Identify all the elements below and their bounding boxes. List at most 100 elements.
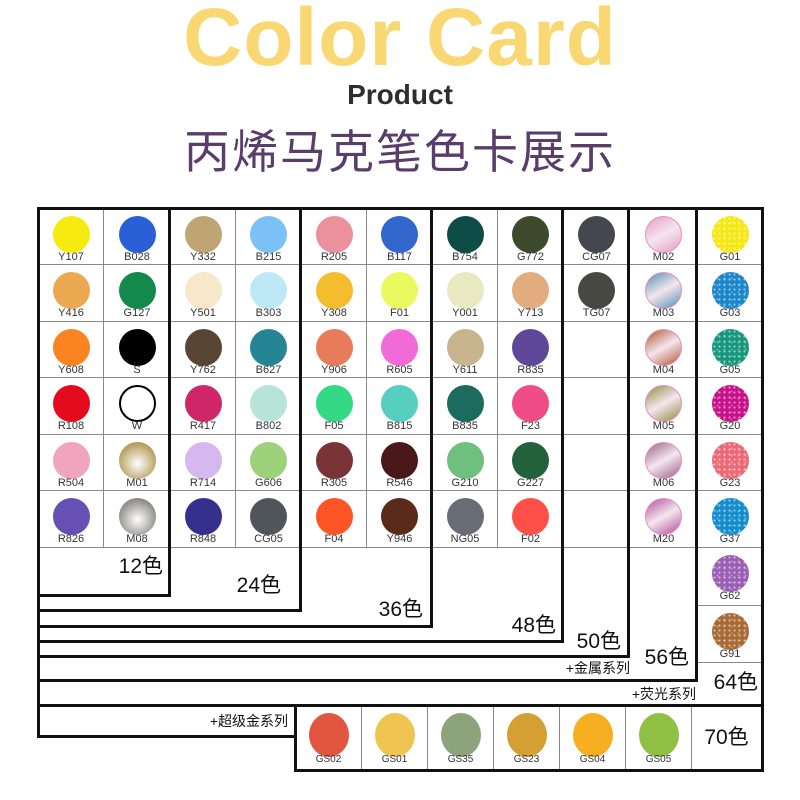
color-code-label: R504 — [57, 477, 85, 489]
color-code-label: B754 — [452, 251, 478, 263]
color-swatch-y308 — [315, 272, 353, 309]
color-code-label: GS05 — [645, 754, 672, 765]
color-cell: Y906 — [301, 321, 367, 378]
color-code-label: F02 — [521, 533, 540, 545]
color-code-label: G62 — [719, 590, 741, 602]
color-cell: F23 — [497, 377, 564, 435]
color-cell: CG07 — [563, 208, 630, 265]
color-code-label: R605 — [386, 364, 413, 376]
color-swatch-b627 — [250, 329, 287, 366]
empty-cell — [563, 377, 630, 435]
color-cell: B028 — [103, 208, 171, 265]
color-code-label: B627 — [255, 364, 282, 376]
color-swatch-ng05 — [446, 498, 484, 535]
color-code-label: G03 — [719, 307, 741, 319]
color-swatch-b835 — [446, 385, 484, 422]
color-swatch-m02 — [645, 216, 682, 253]
color-code-label: Y416 — [58, 307, 84, 319]
subtitle-product: Product — [347, 79, 453, 110]
color-cell: G03 — [697, 264, 763, 322]
color-cell: F05 — [301, 377, 367, 435]
color-cell: Y608 — [38, 321, 104, 378]
color-swatch-cg05 — [250, 498, 287, 535]
color-swatch-m20 — [645, 498, 682, 535]
super-gold-series-label: +超级金系列 — [209, 713, 288, 729]
color-cell: R305 — [301, 434, 367, 491]
tier-label-24: 24色 — [236, 574, 281, 597]
color-cell: G01 — [697, 208, 763, 265]
color-swatch-b754 — [446, 216, 484, 253]
color-swatch-gs35 — [440, 713, 481, 757]
empty-cell — [563, 490, 630, 548]
color-cell: Y332 — [170, 208, 236, 265]
color-cell: R205 — [301, 208, 367, 265]
color-cell: R714 — [170, 434, 236, 491]
color-swatch-g227 — [512, 442, 549, 479]
color-swatch-r205 — [315, 216, 353, 253]
color-code-label: Y308 — [321, 307, 347, 319]
color-cell: S — [103, 321, 171, 378]
color-code-label: M01 — [126, 477, 148, 489]
color-cell: B754 — [432, 208, 498, 265]
color-swatch-gs02 — [308, 713, 349, 757]
color-cell: NG05 — [432, 490, 498, 548]
color-code-label: NG05 — [450, 533, 480, 545]
color-cell: M20 — [629, 490, 698, 548]
color-swatch-gs23 — [506, 713, 547, 757]
color-cell: B835 — [432, 377, 498, 435]
super-gold-cell: GS05 — [625, 705, 692, 771]
color-code-label: B117 — [387, 251, 412, 263]
color-code-label: Y713 — [517, 307, 544, 319]
color-cell: M04 — [629, 321, 698, 378]
color-swatch-m03 — [645, 272, 682, 309]
color-swatch-y946 — [381, 498, 418, 535]
color-swatch-gs05 — [638, 713, 679, 757]
color-code-label: R108 — [57, 420, 85, 432]
color-cell: F02 — [497, 490, 564, 548]
color-cell: B215 — [235, 208, 302, 265]
title-color-card: Color Card — [183, 0, 617, 83]
color-code-label: S — [133, 364, 141, 376]
color-swatch-m08 — [118, 498, 156, 535]
color-code-label: GS01 — [381, 754, 408, 765]
color-code-label: GS23 — [513, 754, 540, 765]
color-swatch-r504 — [52, 442, 90, 479]
color-swatch-g210 — [446, 442, 484, 479]
title-chinese: 丙烯马克笔色卡展示 — [184, 126, 616, 178]
color-code-label: B802 — [255, 420, 282, 432]
color-swatch-f01 — [381, 272, 418, 309]
color-cell: M03 — [629, 264, 698, 322]
color-swatch-f02 — [512, 498, 549, 535]
color-code-label: G91 — [719, 648, 741, 660]
color-code-label: R205 — [320, 251, 348, 263]
color-code-label: B815 — [386, 420, 413, 432]
color-swatch-y107 — [52, 216, 90, 253]
color-code-label: Y906 — [321, 364, 347, 376]
color-code-label: M05 — [652, 420, 675, 432]
color-swatch-f05 — [315, 385, 353, 422]
color-swatch-r848 — [184, 498, 222, 535]
color-code-label: Y001 — [452, 307, 478, 319]
super-gold-cell: GS35 — [427, 705, 494, 771]
empty-cell — [563, 321, 630, 378]
color-code-label: B303 — [255, 307, 282, 319]
fluorescent-series-label: +荧光系列 — [631, 686, 696, 702]
color-swatch-w — [118, 385, 156, 422]
color-cell: R108 — [38, 377, 104, 435]
color-cell: B815 — [366, 377, 433, 435]
color-code-label: Y611 — [452, 364, 478, 376]
color-code-label: Y107 — [58, 251, 84, 263]
color-swatch-b028 — [118, 216, 156, 253]
color-cell: TG07 — [563, 264, 630, 322]
color-code-label: G01 — [719, 251, 741, 263]
color-cell: G23 — [697, 434, 763, 491]
color-cell: R835 — [497, 321, 564, 378]
color-cell: Y946 — [366, 490, 433, 548]
empty-cell — [563, 434, 630, 491]
color-swatch-g91 — [711, 613, 749, 650]
color-code-label: F01 — [390, 307, 409, 319]
color-swatch-y416 — [52, 272, 90, 309]
color-code-label: R826 — [57, 533, 85, 545]
color-code-label: G37 — [719, 533, 741, 545]
tier-label-12: 12色 — [118, 555, 163, 578]
